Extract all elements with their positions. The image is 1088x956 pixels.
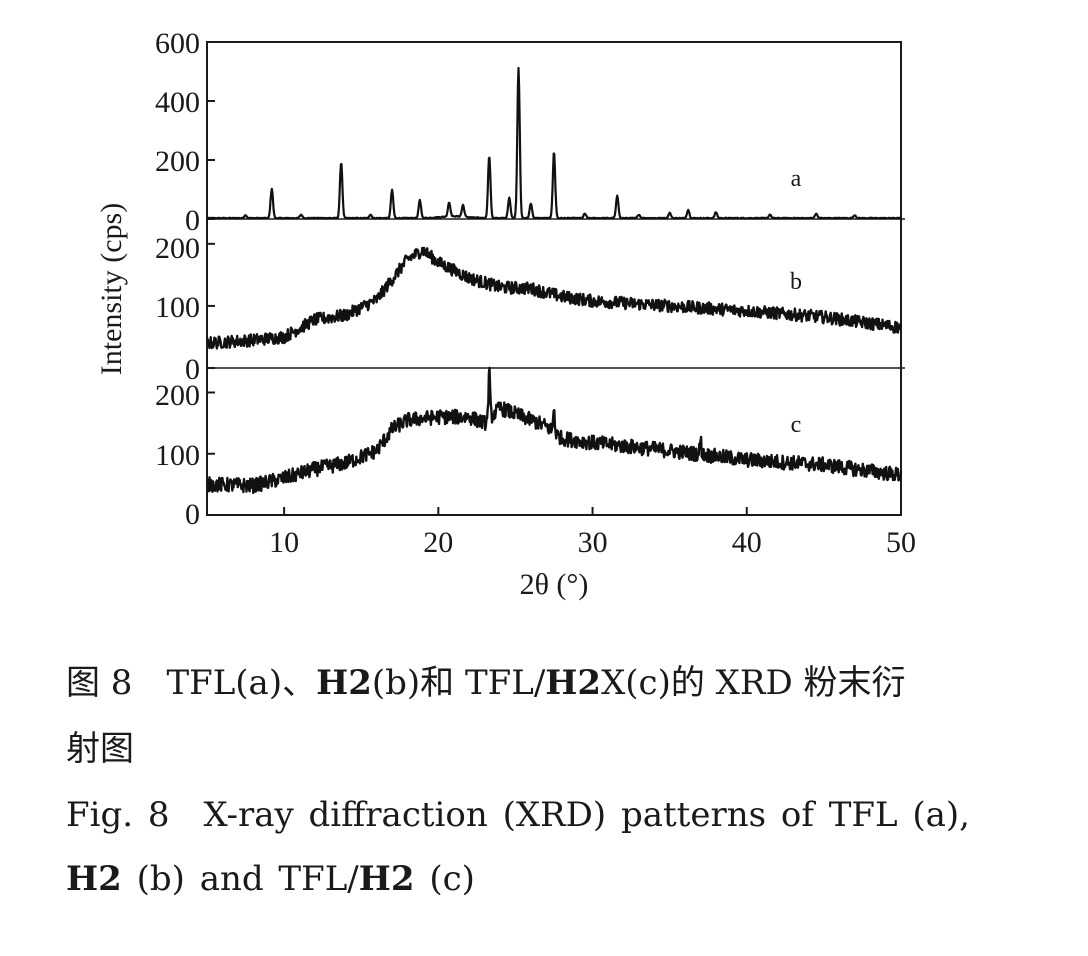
caption-zh-line-1: 图 8 TFL(a)、H2(b)和 TFL/H2X(c)的 XRD 粉末衍 — [66, 656, 906, 710]
y-tick-labels-a: 0 200 400 600 — [155, 27, 200, 237]
caption-zh-mid: (b)和 TFL/ — [371, 663, 546, 703]
xrd-curve-a — [206, 66, 902, 220]
x-tick-label-10: 10 — [269, 526, 299, 559]
x-tick-label-40: 40 — [732, 526, 762, 559]
xrd-chart: 10 20 30 40 50 0 200 400 600 0 100 200 0… — [95, 27, 916, 601]
xrd-curve-c — [206, 366, 903, 495]
curve-label-c: c — [791, 412, 802, 438]
x-tick-label-20: 20 — [423, 526, 453, 559]
curve-label-a: a — [791, 166, 802, 192]
x-tick-labels: 10 20 30 40 50 — [269, 526, 916, 559]
y-tick-labels-b: 0 100 200 — [155, 232, 200, 386]
y-tick-label-c-100: 100 — [155, 439, 200, 472]
xrd-curve-b — [205, 246, 902, 350]
x-tick-label-30: 30 — [578, 526, 608, 559]
caption-zh-prefix: 图 8 TFL(a)、 — [66, 663, 317, 703]
y-tick-label-c-0: 0 — [185, 498, 200, 531]
caption-en-bold-2: H2 — [358, 859, 415, 899]
caption-en-mid: (b) and TFL/ — [121, 859, 359, 899]
caption-zh-line-2: 射图 — [66, 729, 134, 769]
y-tick-label-a-400: 400 — [155, 86, 200, 119]
y-tick-labels-c: 0 100 200 — [155, 379, 200, 531]
y-tick-label-a-600: 600 — [155, 27, 200, 60]
y-tick-label-a-0: 0 — [185, 204, 200, 237]
x-axis-title: 2θ (°) — [520, 568, 589, 601]
y-tick-label-b-0: 0 — [185, 353, 200, 386]
x-tick-label-50: 50 — [886, 526, 916, 559]
caption-zh-suffix: X(c)的 XRD 粉末衍 — [601, 663, 906, 703]
caption-en-suffix: (c) — [414, 859, 475, 899]
y-tick-label-c-200: 200 — [155, 379, 200, 412]
caption-zh-bold-1: H2 — [316, 663, 372, 703]
curves-layer — [205, 66, 903, 495]
caption-zh-bold-2: H2 — [545, 663, 602, 703]
caption-en-bold-1: H2 — [66, 859, 122, 899]
caption-en-line-2: H2 (b) and TFL/H2 (c) — [66, 852, 475, 906]
y-tick-label-b-100: 100 — [155, 291, 200, 324]
y-tick-label-a-200: 200 — [155, 145, 200, 178]
curve-label-b: b — [790, 269, 802, 295]
plot-frame — [206, 41, 902, 516]
ticks-layer — [207, 41, 902, 516]
y-tick-label-b-200: 200 — [155, 232, 200, 265]
y-axis-title: Intensity (cps) — [95, 203, 128, 375]
caption-en-line-1: Fig. 8 X-ray diffraction (XRD) patterns … — [66, 795, 970, 835]
